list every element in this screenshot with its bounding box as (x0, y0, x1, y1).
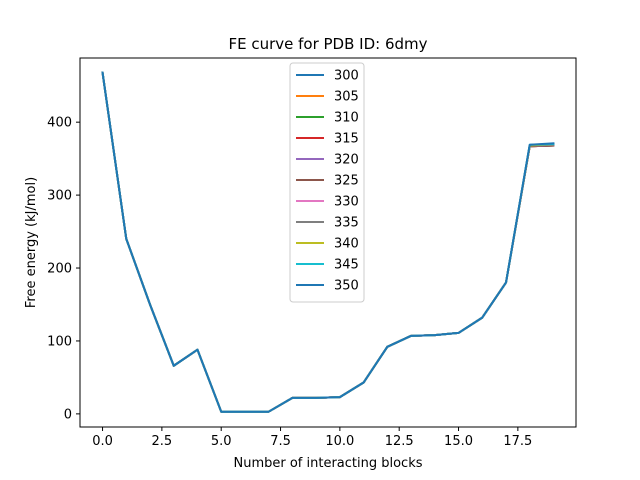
y-tick-label: 400 (47, 116, 72, 131)
ticks-layer: 0.0 2.5 5.0 7.5 10.0 12.5 15.0 17.5 0 100 200 300 40… (47, 116, 532, 449)
legend-label-320: 320 (334, 153, 359, 168)
x-tick-label: 5.0 (211, 434, 232, 449)
chart-title: FE curve for PDB ID: 6dmy (228, 35, 427, 53)
x-tick-label: 12.5 (385, 434, 414, 449)
x-axis-label: Number of interacting blocks (233, 456, 422, 471)
series-layer (101, 71, 555, 413)
legend-label-345: 345 (334, 258, 359, 273)
x-tick-label: 2.5 (152, 434, 173, 449)
y-tick-label: 300 (47, 189, 72, 204)
legend: 300 305 310 315 320 325 330 335 340 345 350 (289, 62, 365, 303)
y-tick-label: 100 (47, 334, 72, 349)
x-tick-label: 17.5 (503, 434, 532, 449)
x-tick-label: 7.5 (270, 434, 291, 449)
y-tick-label: 0 (64, 407, 72, 422)
legend-label-330: 330 (334, 195, 359, 210)
legend-label-335: 335 (334, 216, 359, 231)
legend-label-310: 310 (334, 111, 359, 126)
x-tick-label: 10.0 (325, 434, 354, 449)
y-tick-label: 200 (47, 262, 72, 277)
legend-label-300: 300 (334, 69, 359, 84)
y-axis-label: Free energy (kJ/mol) (24, 177, 39, 308)
x-tick-label: 0.0 (92, 434, 113, 449)
legend-label-315: 315 (334, 132, 359, 147)
x-tick-label: 15.0 (444, 434, 473, 449)
plot-area-frame (79, 57, 577, 428)
legend-label-305: 305 (334, 90, 359, 105)
legend-label-340: 340 (334, 237, 359, 252)
series-line-350 (101, 71, 555, 413)
legend-label-350: 350 (334, 279, 359, 294)
legend-label-325: 325 (334, 174, 359, 189)
